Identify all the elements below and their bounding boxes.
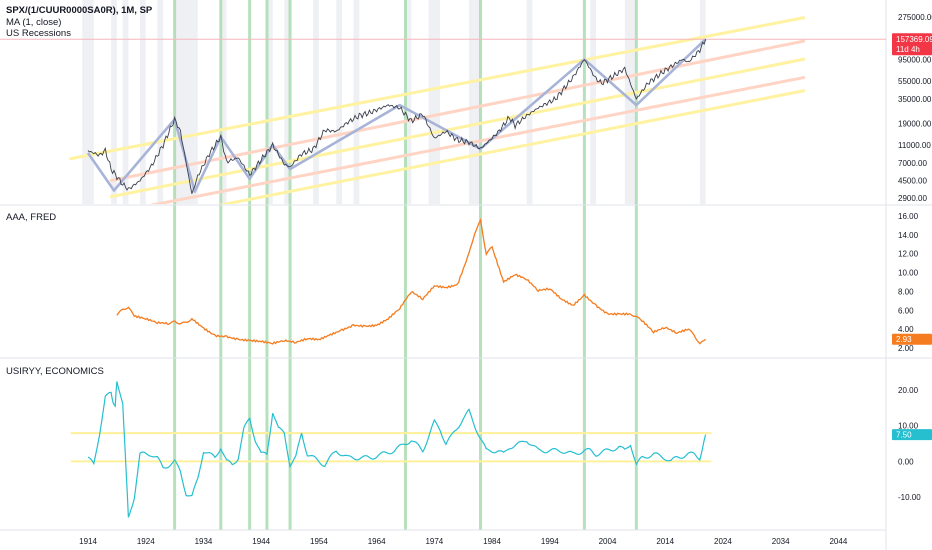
- recession-band: [157, 0, 164, 204]
- aaa-last-badge-bg: [892, 333, 932, 345]
- recession-band: [111, 0, 117, 204]
- channel-line-yellow: [69, 16, 806, 161]
- x-tick: 1924: [137, 537, 155, 546]
- x-tick: 2004: [599, 537, 617, 546]
- channel-line-pink: [149, 76, 806, 204]
- recession-band: [405, 0, 412, 204]
- usiryy-y-tick: 20.00: [898, 386, 919, 395]
- usiryy-series: [87, 381, 707, 518]
- price-legend-title[interactable]: SPX/(1/CUUR0000SA0R), 1M, SP: [6, 5, 153, 16]
- x-tick: 2014: [656, 537, 674, 546]
- price-y-tick: 7000.00: [898, 159, 927, 168]
- x-tick: 1964: [368, 537, 386, 546]
- x-tick: 2034: [772, 537, 790, 546]
- x-tick: 1914: [79, 537, 97, 546]
- price-legend-recessions[interactable]: US Recessions: [6, 28, 71, 39]
- recession-band: [336, 0, 342, 204]
- x-tick: 1984: [483, 537, 501, 546]
- price-series: [87, 39, 707, 194]
- usiryy-last-badge-bg: [892, 429, 932, 441]
- recession-band: [139, 0, 146, 204]
- recession-band: [284, 0, 291, 204]
- channel-line-yellow: [218, 89, 806, 204]
- price-y-tick: 35000.00: [898, 95, 932, 104]
- recession-band: [699, 0, 706, 204]
- recession-band: [220, 0, 227, 204]
- aaa-last-badge-label: 2.93: [896, 335, 912, 344]
- price-y-tick: 95000.00: [898, 55, 932, 64]
- recession-band: [526, 0, 533, 204]
- usiryy-y-tick: 10.00: [898, 422, 919, 431]
- aaa-y-tick: 4.00: [898, 325, 914, 334]
- aaa-pane: [116, 217, 707, 345]
- aaa-y-tick: 2.00: [898, 344, 914, 353]
- recession-band: [353, 0, 360, 204]
- aaa-y-tick: 6.00: [898, 306, 914, 315]
- aaa-y-tick: 16.00: [898, 212, 919, 221]
- recession-band: [82, 0, 94, 204]
- channel-line-pink: [109, 39, 806, 183]
- recession-band: [428, 0, 441, 204]
- recession-band: [313, 0, 319, 204]
- aaa-y-tick: 10.00: [898, 269, 919, 278]
- aaa-y-tick: 14.00: [898, 231, 919, 240]
- usiryy-pane: [70, 381, 712, 518]
- aaa-series: [116, 217, 707, 345]
- channel-line-yellow: [109, 57, 806, 199]
- aaa-y-tick: 8.00: [898, 287, 914, 296]
- x-tick: 1934: [195, 537, 213, 546]
- price-countdown: 11d 4h: [896, 45, 920, 54]
- price-y-tick: 2900.00: [898, 194, 927, 203]
- recession-band: [468, 0, 475, 204]
- usiryy-y-tick: 0.00: [898, 457, 914, 466]
- price-y-tick: 275000.00: [898, 13, 932, 22]
- recession-band: [474, 0, 481, 204]
- x-tick: 1944: [252, 537, 270, 546]
- aaa-legend-title[interactable]: AAA, FRED: [6, 212, 57, 223]
- aaa-last-badge: 2.93: [892, 333, 932, 345]
- price-y-tick: 19000.00: [898, 119, 932, 128]
- x-tick: 1994: [541, 537, 559, 546]
- recession-band: [266, 0, 273, 204]
- x-tick: 1954: [310, 537, 328, 546]
- price-y-tick: 11000.00: [898, 141, 931, 150]
- price-y-tick: 55000.00: [898, 77, 932, 86]
- price-y-tick: 4500.00: [898, 177, 927, 186]
- price-last-badge: [892, 33, 932, 56]
- usiryy-legend-title[interactable]: USIRYY, ECONOMICS: [6, 366, 104, 377]
- aaa-y-tick: 12.00: [898, 250, 919, 259]
- x-tick: 1974: [425, 537, 443, 546]
- usiryy-last-badge-label: 7.50: [896, 431, 912, 440]
- usiryy-last-badge: 7.50: [892, 429, 932, 441]
- price-last-value: 157369.09: [896, 35, 932, 44]
- price-legend-ma[interactable]: MA (1, close): [6, 17, 62, 28]
- price-pane: [0, 16, 886, 204]
- usiryy-y-tick: -10.00: [898, 493, 921, 502]
- x-tick: 2024: [714, 537, 732, 546]
- x-tick: 2044: [829, 537, 847, 546]
- recession-band: [122, 0, 129, 204]
- recession-band: [174, 0, 198, 204]
- recession-band: [624, 0, 637, 204]
